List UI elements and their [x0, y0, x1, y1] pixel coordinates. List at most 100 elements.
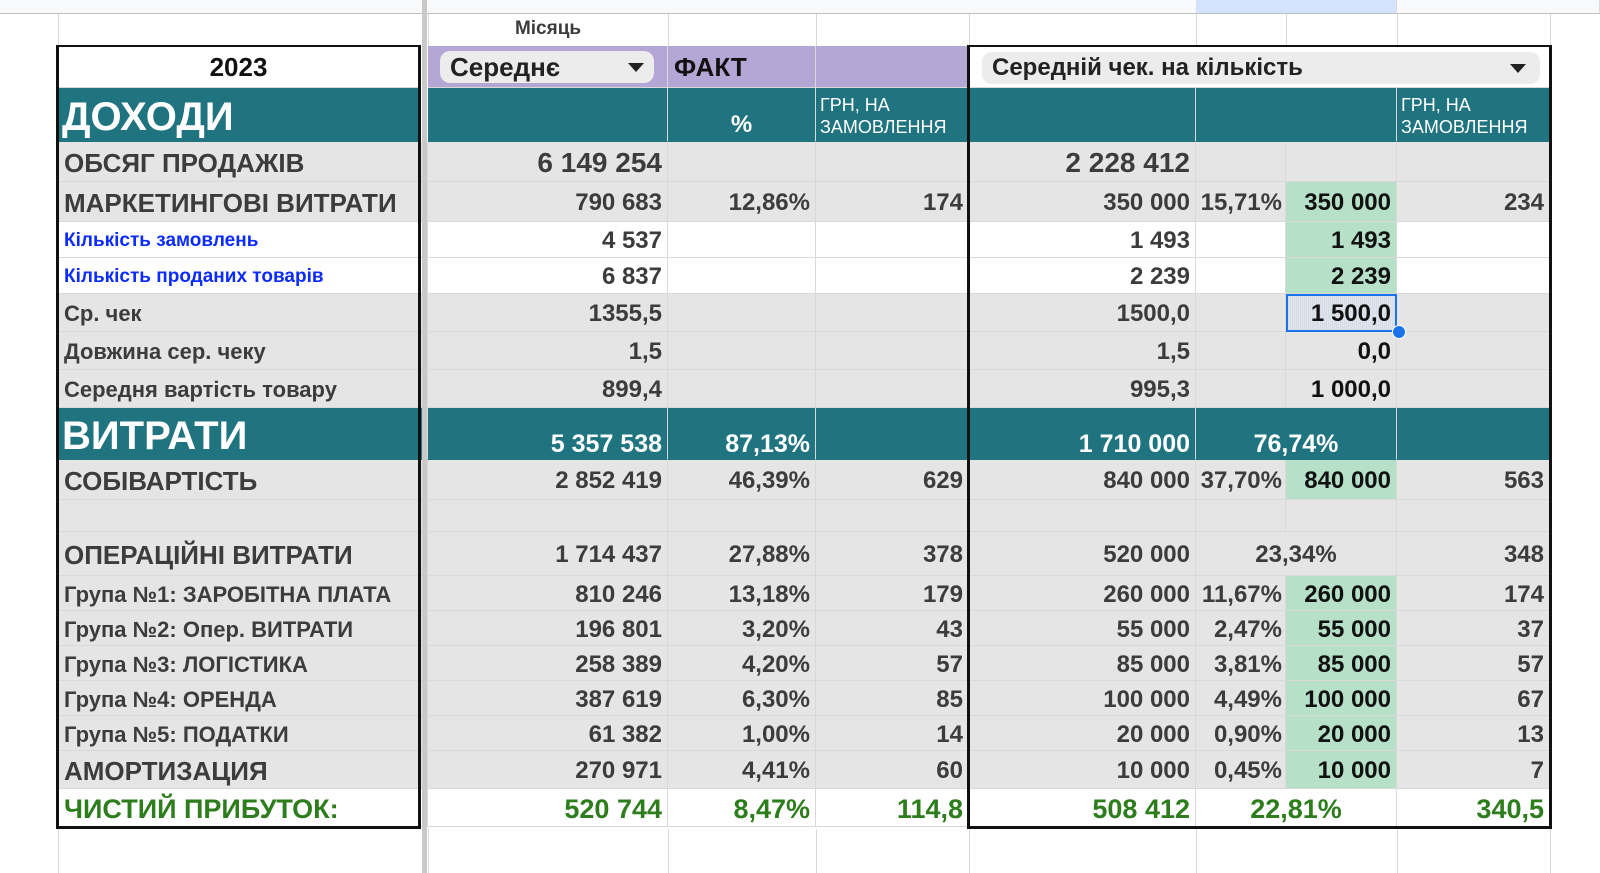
- row-label[interactable]: СОБІВАРТІСТЬ: [58, 460, 420, 500]
- plan-per-order[interactable]: 340,5: [1397, 789, 1550, 827]
- plan-input-cell[interactable]: 55 000: [1286, 611, 1397, 646]
- plan-per-order[interactable]: [1397, 332, 1550, 370]
- fact-value[interactable]: 1355,5: [428, 294, 668, 332]
- plan-pct[interactable]: [1196, 142, 1286, 182]
- fact-pct[interactable]: 4,20%: [668, 646, 816, 681]
- plan-input-cell[interactable]: 20 000: [1286, 716, 1397, 751]
- plan-per-order[interactable]: [1397, 370, 1550, 408]
- plan-value[interactable]: 85 000: [969, 646, 1196, 681]
- fact-value[interactable]: 2 852 419: [428, 460, 668, 500]
- plan-pct[interactable]: 0,90%: [1196, 716, 1286, 751]
- plan-pct[interactable]: 0,45%: [1196, 751, 1286, 789]
- plan-per-order[interactable]: 57: [1397, 646, 1550, 681]
- fact-value[interactable]: 6 149 254: [428, 142, 668, 182]
- plan-per-order[interactable]: [1397, 142, 1550, 182]
- plan-pct[interactable]: [1196, 370, 1286, 408]
- plan-input-cell[interactable]: [1286, 500, 1397, 532]
- plan-input-cell[interactable]: 85 000: [1286, 646, 1397, 681]
- row-label[interactable]: Група №4: ОРЕНДА: [58, 681, 420, 716]
- plan-value[interactable]: 350 000: [969, 182, 1196, 222]
- plan-value[interactable]: 2 239: [969, 258, 1196, 294]
- chevron-down-icon[interactable]: [1510, 64, 1526, 73]
- fact-per-order[interactable]: 174: [816, 182, 969, 222]
- plan-pct[interactable]: 37,70%: [1196, 460, 1286, 500]
- plan-input-cell[interactable]: [1286, 142, 1397, 182]
- plan-pct[interactable]: 11,67%: [1196, 576, 1286, 611]
- fact-per-order[interactable]: [816, 222, 969, 258]
- fact-pct[interactable]: 3,20%: [668, 611, 816, 646]
- plan-per-order[interactable]: 7: [1397, 751, 1550, 789]
- row-label[interactable]: [58, 500, 420, 532]
- fact-value[interactable]: 1,5: [428, 332, 668, 370]
- expenses-plan-pct[interactable]: 76,74%: [1196, 408, 1397, 460]
- fact-value[interactable]: 520 744: [428, 789, 668, 827]
- chevron-down-icon[interactable]: [628, 63, 644, 72]
- fact-value[interactable]: 6 837: [428, 258, 668, 294]
- year-cell[interactable]: 2023: [58, 46, 420, 88]
- row-label[interactable]: Кількість замовлень: [58, 222, 420, 258]
- plan-pct[interactable]: [1196, 294, 1286, 332]
- fact-pct[interactable]: 4,41%: [668, 751, 816, 789]
- plan-value[interactable]: 260 000: [969, 576, 1196, 611]
- fact-pct[interactable]: 13,18%: [668, 576, 816, 611]
- fact-value[interactable]: [428, 500, 668, 532]
- plan-value[interactable]: 520 000: [969, 532, 1196, 576]
- plan-per-order[interactable]: 348: [1397, 532, 1550, 576]
- selected-input-cell[interactable]: 1 500,0: [1286, 294, 1397, 332]
- plan-per-order[interactable]: 563: [1397, 460, 1550, 500]
- fact-per-order[interactable]: 60: [816, 751, 969, 789]
- fact-per-order[interactable]: [816, 258, 969, 294]
- fact-pct[interactable]: 8,47%: [668, 789, 816, 827]
- row-label[interactable]: МАРКЕТИНГОВІ ВИТРАТИ: [58, 182, 420, 222]
- fact-per-order[interactable]: 14: [816, 716, 969, 751]
- selected-column-header[interactable]: [1196, 0, 1397, 14]
- plan-value[interactable]: 1 493: [969, 222, 1196, 258]
- fact-value[interactable]: 790 683: [428, 182, 668, 222]
- period-dropdown[interactable]: Середнє: [440, 51, 654, 83]
- fact-per-order[interactable]: 179: [816, 576, 969, 611]
- plan-input-cell[interactable]: 350 000: [1286, 182, 1397, 222]
- fact-value[interactable]: 1 714 437: [428, 532, 668, 576]
- plan-value[interactable]: 20 000: [969, 716, 1196, 751]
- row-label[interactable]: Група №3: ЛОГІСТИКА: [58, 646, 420, 681]
- plan-value[interactable]: 1,5: [969, 332, 1196, 370]
- plan-pct[interactable]: 3,81%: [1196, 646, 1286, 681]
- plan-input-cell[interactable]: 100 000: [1286, 681, 1397, 716]
- expenses-plan-total[interactable]: 1 710 000: [969, 408, 1196, 460]
- plan-value[interactable]: 2 228 412: [969, 142, 1196, 182]
- row-label[interactable]: Кількість проданих товарів: [58, 258, 420, 294]
- row-label[interactable]: Група №2: Опер. ВИТРАТИ: [58, 611, 420, 646]
- row-label[interactable]: АМОРТИЗАЦИЯ: [58, 751, 420, 789]
- plan-input-cell[interactable]: 1 493: [1286, 222, 1397, 258]
- fact-pct[interactable]: [668, 294, 816, 332]
- plan-per-order[interactable]: 174: [1397, 576, 1550, 611]
- fact-per-order[interactable]: 114,8: [816, 789, 969, 827]
- plan-per-order[interactable]: [1397, 294, 1550, 332]
- plan-pct[interactable]: 15,71%: [1196, 182, 1286, 222]
- plan-pct[interactable]: 4,49%: [1196, 681, 1286, 716]
- plan-pct[interactable]: 2,47%: [1196, 611, 1286, 646]
- plan-value[interactable]: 100 000: [969, 681, 1196, 716]
- fact-value[interactable]: 899,4: [428, 370, 668, 408]
- plan-value[interactable]: [969, 500, 1196, 532]
- fact-per-order[interactable]: [816, 370, 969, 408]
- fact-per-order[interactable]: 85: [816, 681, 969, 716]
- fact-value[interactable]: 810 246: [428, 576, 668, 611]
- plan-per-order[interactable]: 67: [1397, 681, 1550, 716]
- plan-pct[interactable]: [1196, 332, 1286, 370]
- fact-pct[interactable]: 1,00%: [668, 716, 816, 751]
- fact-per-order[interactable]: [816, 294, 969, 332]
- plan-pct[interactable]: 23,34%: [1196, 532, 1397, 576]
- plan-per-order[interactable]: [1397, 258, 1550, 294]
- plan-input-cell[interactable]: 2 239: [1286, 258, 1397, 294]
- plan-value[interactable]: 55 000: [969, 611, 1196, 646]
- fact-value[interactable]: 196 801: [428, 611, 668, 646]
- fact-pct[interactable]: [668, 142, 816, 182]
- plan-input-cell[interactable]: 260 000: [1286, 576, 1397, 611]
- row-label[interactable]: Середня вартість товару: [58, 370, 420, 408]
- fact-value[interactable]: 270 971: [428, 751, 668, 789]
- fact-per-order[interactable]: 629: [816, 460, 969, 500]
- plan-value[interactable]: 840 000: [969, 460, 1196, 500]
- fact-value[interactable]: 387 619: [428, 681, 668, 716]
